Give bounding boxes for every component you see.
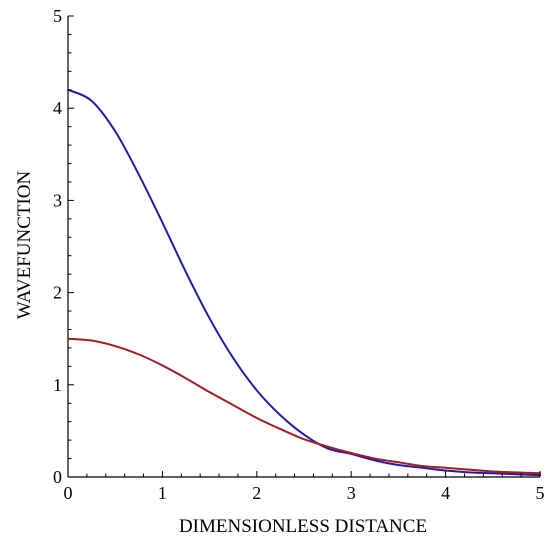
- x-axis-label: DIMENSIONLESS DISTANCE: [179, 516, 427, 537]
- series-line-1: [67, 88, 541, 477]
- y-tick-label: 0: [53, 467, 62, 487]
- axes: [67, 16, 540, 478]
- y-tick-label: 5: [53, 6, 62, 26]
- x-tick-label: 5: [536, 483, 545, 503]
- y-tick-label: 1: [53, 375, 62, 395]
- y-axis-label: WAVEFUNCTION: [14, 170, 35, 319]
- series-line-2: [67, 337, 541, 475]
- y-tick-label: 2: [53, 283, 62, 303]
- x-tick-label: 0: [64, 483, 73, 503]
- series-group: [67, 88, 541, 477]
- y-tick-label: 4: [53, 98, 62, 118]
- x-tick-label: 4: [441, 483, 450, 503]
- x-tick-label: 3: [347, 483, 356, 503]
- tick-group: 0 1 2 3 4 5 0 1 2 3 4 5: [53, 6, 545, 503]
- y-tick-label: 3: [53, 190, 62, 210]
- x-tick-label: 1: [158, 483, 167, 503]
- x-tick-label: 2: [252, 483, 261, 503]
